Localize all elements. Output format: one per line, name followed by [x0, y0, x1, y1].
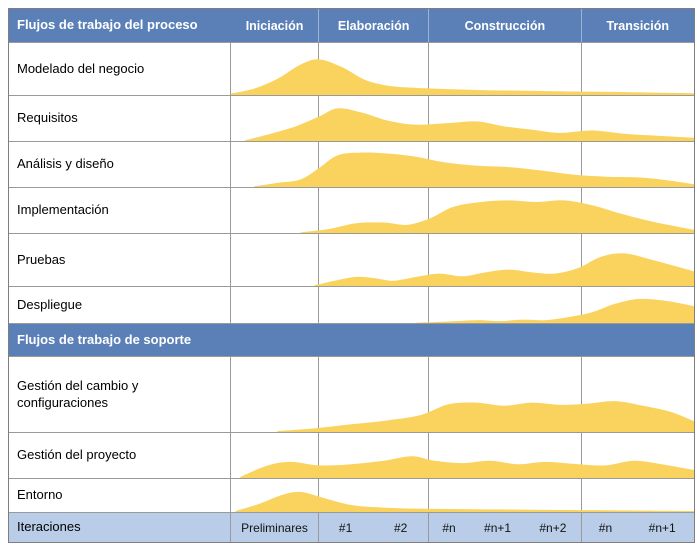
effort-curve	[416, 298, 694, 323]
workflow-row-requisitos: Requisitos	[9, 96, 694, 142]
iterations-row: Iteraciones Preliminares #1 #2 #n #n+1 #…	[9, 513, 694, 542]
effort-hump-implementacion	[231, 188, 694, 233]
phase-divider	[428, 357, 430, 432]
iteration-group-iniciacion: Preliminares	[231, 513, 318, 542]
workflow-label: Análisis y diseño	[9, 142, 231, 187]
effort-hump-gestion-cambio	[231, 357, 694, 432]
iteration-group-transicion: #n #n+1	[581, 513, 694, 542]
phase-divider	[318, 287, 320, 323]
workflow-label: Modelado del negocio	[9, 43, 231, 95]
phase-divider	[580, 43, 582, 95]
workflow-row-modelado-del-negocio: Modelado del negocio	[9, 43, 694, 96]
support-header-filler	[231, 324, 694, 356]
support-workflows-header-row: Flujos de trabajo de soporte	[9, 324, 694, 357]
header-row: Flujos de trabajo del proceso Iniciación…	[9, 9, 694, 43]
phase-divider	[428, 287, 430, 323]
effort-curve	[235, 491, 694, 512]
effort-hump-gestion-proyecto	[231, 433, 694, 478]
workflow-label: Despliegue	[9, 287, 231, 323]
workflow-label: Gestión del proyecto	[9, 433, 231, 478]
workflow-label: Gestión del cambio y configuraciones	[9, 357, 231, 432]
workflow-label: Entorno	[9, 479, 231, 512]
iteration-label: Preliminares	[241, 520, 308, 535]
phase-divider	[428, 433, 430, 478]
iterations-cells: Preliminares #1 #2 #n #n+1 #n+2 #n #n+1	[231, 513, 694, 542]
workflow-row-analisis-y-diseno: Análisis y diseño	[9, 142, 694, 188]
phase-divider	[580, 513, 582, 542]
phase-header-transicion: Transición	[580, 9, 694, 42]
effort-curve	[244, 108, 694, 141]
effort-hump-pruebas	[231, 234, 694, 286]
phase-divider	[580, 357, 582, 432]
iterations-label: Iteraciones	[9, 513, 231, 542]
workflow-label: Pruebas	[9, 234, 231, 286]
support-workflows-header: Flujos de trabajo de soporte	[17, 331, 192, 347]
workflow-row-entorno: Entorno	[9, 479, 694, 513]
workflow-label: Implementación	[9, 188, 231, 233]
effort-hump-entorno	[231, 479, 694, 512]
workflow-label: Requisitos	[9, 96, 231, 141]
effort-curve	[231, 59, 694, 95]
phase-divider	[428, 234, 430, 286]
workflow-row-gestion-del-proyecto: Gestión del proyecto	[9, 433, 694, 479]
phase-divider	[580, 96, 582, 141]
effort-hump-despliegue	[231, 287, 694, 323]
effort-curve	[277, 401, 694, 432]
phase-divider	[318, 433, 320, 478]
phase-headers: Iniciación Elaboración Construcción Tran…	[231, 9, 694, 42]
effort-hump-requisitos	[231, 96, 694, 141]
workflow-row-pruebas: Pruebas	[9, 234, 694, 287]
process-workflows-header: Flujos de trabajo del proceso	[17, 17, 198, 33]
iteration-label: #2	[393, 520, 408, 535]
phase-divider	[580, 287, 582, 323]
iteration-label: #n+1	[648, 520, 676, 535]
effort-hump-modelado	[231, 43, 694, 95]
phase-divider	[580, 433, 582, 478]
workflow-row-gestion-del-cambio: Gestión del cambio y configuraciones	[9, 357, 694, 433]
phase-divider	[318, 188, 320, 233]
phase-divider	[580, 234, 582, 286]
iteration-group-construccion: #n #n+1 #n+2	[428, 513, 580, 542]
phase-divider	[580, 479, 582, 512]
iteration-label: #1	[338, 520, 353, 535]
phase-divider	[428, 513, 430, 542]
iteration-label: #n	[442, 520, 456, 535]
phase-divider	[428, 188, 430, 233]
workflow-row-despliegue: Despliegue	[9, 287, 694, 324]
phase-divider	[428, 479, 430, 512]
effort-curve	[314, 253, 694, 286]
effort-curve	[240, 456, 694, 478]
effort-curve	[254, 152, 694, 187]
phase-divider	[318, 142, 320, 187]
phase-header-construccion: Construcción	[428, 9, 580, 42]
phase-divider	[318, 479, 320, 512]
effort-hump-analisis	[231, 142, 694, 187]
iteration-label: #n	[598, 520, 613, 535]
iteration-group-elaboracion: #1 #2	[318, 513, 428, 542]
phase-header-iniciacion: Iniciación	[245, 18, 304, 33]
phase-divider	[428, 43, 430, 95]
phase-divider	[318, 513, 320, 542]
rup-phases-diagram: Flujos de trabajo del proceso Iniciación…	[8, 8, 695, 543]
phase-divider	[318, 357, 320, 432]
phase-divider	[580, 142, 582, 187]
iteration-label: #n+1	[484, 520, 512, 535]
phase-divider	[428, 96, 430, 141]
phase-divider	[318, 234, 320, 286]
phase-header-elaboracion: Elaboración	[318, 9, 428, 42]
iteration-label: #n+2	[539, 520, 567, 535]
workflow-row-implementacion: Implementación	[9, 188, 694, 234]
effort-curve	[300, 200, 694, 233]
